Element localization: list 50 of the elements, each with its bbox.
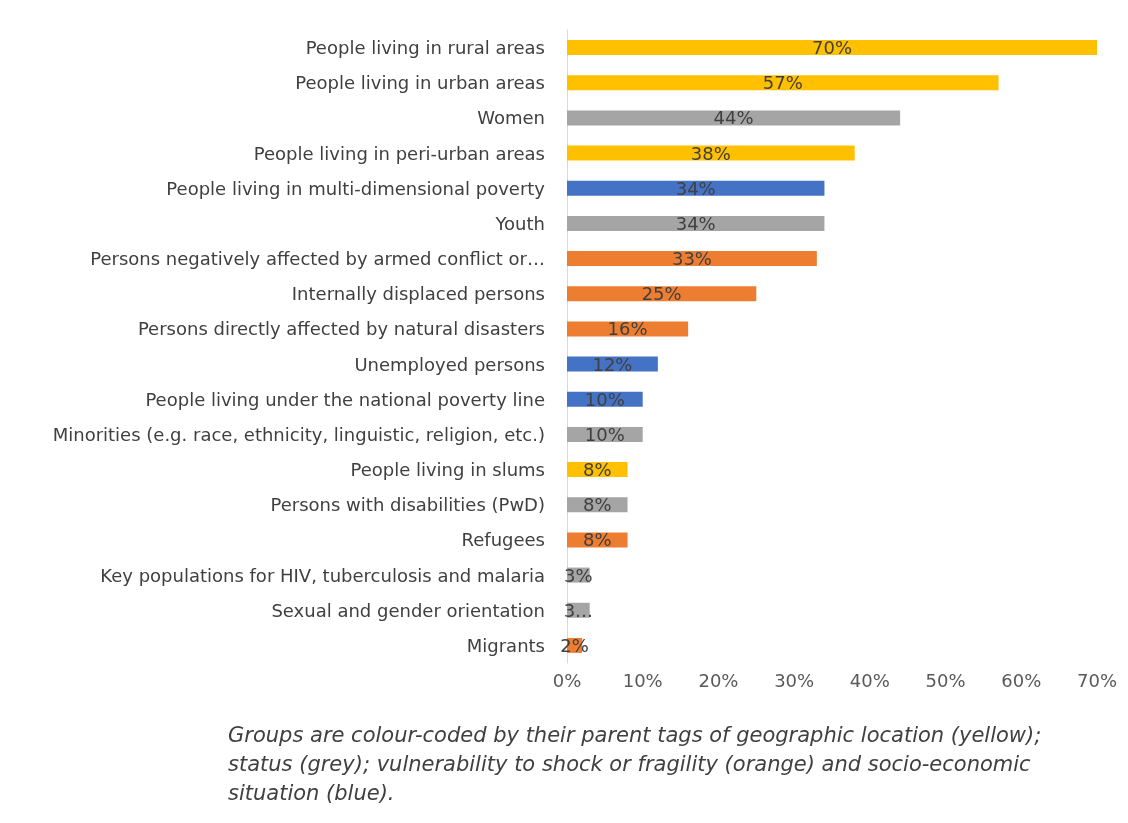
data-label: 25% bbox=[641, 283, 682, 305]
y-tick-label: People living in multi-dimensional poverty bbox=[166, 177, 546, 199]
y-tick-label: Unemployed persons bbox=[354, 353, 545, 375]
bar bbox=[567, 110, 901, 126]
data-label: 44% bbox=[713, 107, 754, 129]
data-label: 16% bbox=[607, 318, 648, 340]
y-tick-label: Persons directly affected by natural disasters bbox=[137, 318, 545, 340]
x-tick-label: 0% bbox=[552, 669, 582, 691]
y-tick-label: Persons with disabilities (PwD) bbox=[270, 494, 545, 516]
data-label: 12% bbox=[592, 353, 633, 375]
y-tick-label: Key populations for HIV, tuberculosis and malaria bbox=[100, 564, 545, 586]
bar bbox=[567, 215, 825, 231]
data-label: 33% bbox=[671, 248, 712, 270]
y-tick-label: Migrants bbox=[466, 634, 545, 656]
bar bbox=[567, 180, 825, 196]
y-tick-label: Youth bbox=[494, 212, 545, 234]
x-tick-label: 70% bbox=[1076, 669, 1117, 691]
data-label: 10% bbox=[584, 423, 625, 445]
data-label: 34% bbox=[675, 212, 716, 234]
y-tick-label: People living under the national poverty line bbox=[145, 388, 545, 410]
bar bbox=[567, 40, 1097, 56]
y-tick-label: Persons negatively affected by armed conflict or… bbox=[90, 248, 545, 270]
y-tick-label: People living in rural areas bbox=[305, 37, 545, 59]
y-tick-label: People living in slums bbox=[350, 459, 545, 481]
y-tick-label: People living in urban areas bbox=[295, 72, 545, 94]
bar bbox=[567, 145, 855, 161]
y-tick-label: Internally displaced persons bbox=[291, 283, 545, 305]
y-tick-label: Women bbox=[477, 107, 545, 129]
bar bbox=[567, 75, 999, 91]
data-label: 38% bbox=[690, 142, 731, 164]
y-tick-label: Sexual and gender orientation bbox=[271, 599, 545, 621]
bar bbox=[567, 286, 757, 302]
data-label: 10% bbox=[584, 388, 625, 410]
y-tick-label: People living in peri-urban areas bbox=[253, 142, 545, 164]
text: Groups are colour-coded by their parent tags of geographic location (yellow); status (grey); vulnerability to shock or fragility (orange) and socio-economic situation (blue). bbox=[228, 722, 1048, 805]
x-tick-label: 20% bbox=[698, 669, 739, 691]
data-label: 70% bbox=[811, 37, 853, 59]
data-label: 8% bbox=[583, 529, 612, 551]
y-tick-label: Minorities (e.g. race, ethnicity, linguistic, religion, etc.) bbox=[52, 423, 545, 445]
data-label: 57% bbox=[762, 72, 803, 94]
data-label: 8% bbox=[583, 459, 612, 481]
x-tick-label: 40% bbox=[849, 669, 890, 691]
y-tick-label: Refugees bbox=[461, 529, 545, 551]
x-tick-label: 30% bbox=[774, 669, 815, 691]
x-tick-label: 50% bbox=[925, 669, 966, 691]
data-label: 34% bbox=[675, 177, 716, 199]
x-tick-label: 10% bbox=[622, 669, 663, 691]
bar bbox=[567, 251, 817, 267]
x-tick-label: 60% bbox=[1001, 669, 1042, 691]
data-label: 8% bbox=[583, 494, 612, 516]
